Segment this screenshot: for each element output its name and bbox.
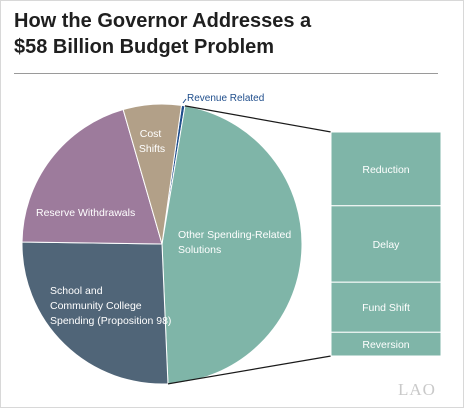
label-cost-line-1: Cost	[140, 128, 162, 140]
breakdown-label-reversion: Reversion	[362, 339, 409, 351]
pie-slice-other-spending-related-solutions	[161, 105, 303, 385]
breakdown-label-fund-shift: Fund Shift	[362, 302, 410, 314]
label-revenue-related: Revenue Related	[187, 93, 264, 104]
label-cost-shifts: Cost Shifts	[139, 128, 165, 155]
pie-slice-reserve-withdrawals	[21, 108, 163, 245]
pie-slice-school-and-community-college-spending-proposition-98	[21, 241, 169, 385]
label-other-spending: Other Spending-Related Solutions	[178, 229, 294, 256]
label-reserve-withdrawals: Reserve Withdrawals	[36, 207, 135, 219]
breakdown-bar: Reduction Delay Fund Shift Reversion	[330, 131, 442, 357]
connector-top	[184, 105, 332, 133]
label-other-line-1: Other Spending-Related	[178, 229, 291, 241]
label-cost-line-2: Shifts	[139, 143, 165, 155]
label-school-line-2: Community College	[50, 300, 142, 312]
chart-title: How the Governor Addresses a $58 Billion…	[14, 8, 454, 60]
pie-slices	[21, 103, 303, 385]
label-school-line-1: School and	[50, 285, 103, 297]
revenue-leader-line	[182, 98, 187, 104]
lao-logo: LAO	[398, 380, 436, 399]
breakdown-label-delay: Delay	[373, 239, 401, 251]
label-school-spending: School and Community College Spending (P…	[50, 285, 171, 327]
breakdown-label-reduction: Reduction	[362, 164, 409, 176]
connector-bottom	[167, 355, 332, 385]
label-other-line-2: Solutions	[178, 244, 221, 256]
breakdown-segment-fund-shift	[330, 281, 442, 333]
title-line-2: $58 Billion Budget Problem	[14, 36, 275, 58]
title-divider	[14, 73, 438, 74]
pie-slice-cost-shifts	[122, 103, 183, 245]
breakdown-segment-reversion	[330, 331, 442, 357]
title-line-1: How the Governor Addresses a	[14, 10, 312, 32]
breakdown-connectors	[167, 105, 332, 385]
breakdown-segment-reduction	[330, 131, 442, 207]
label-school-line-3: Spending (Proposition 98)	[50, 315, 171, 327]
